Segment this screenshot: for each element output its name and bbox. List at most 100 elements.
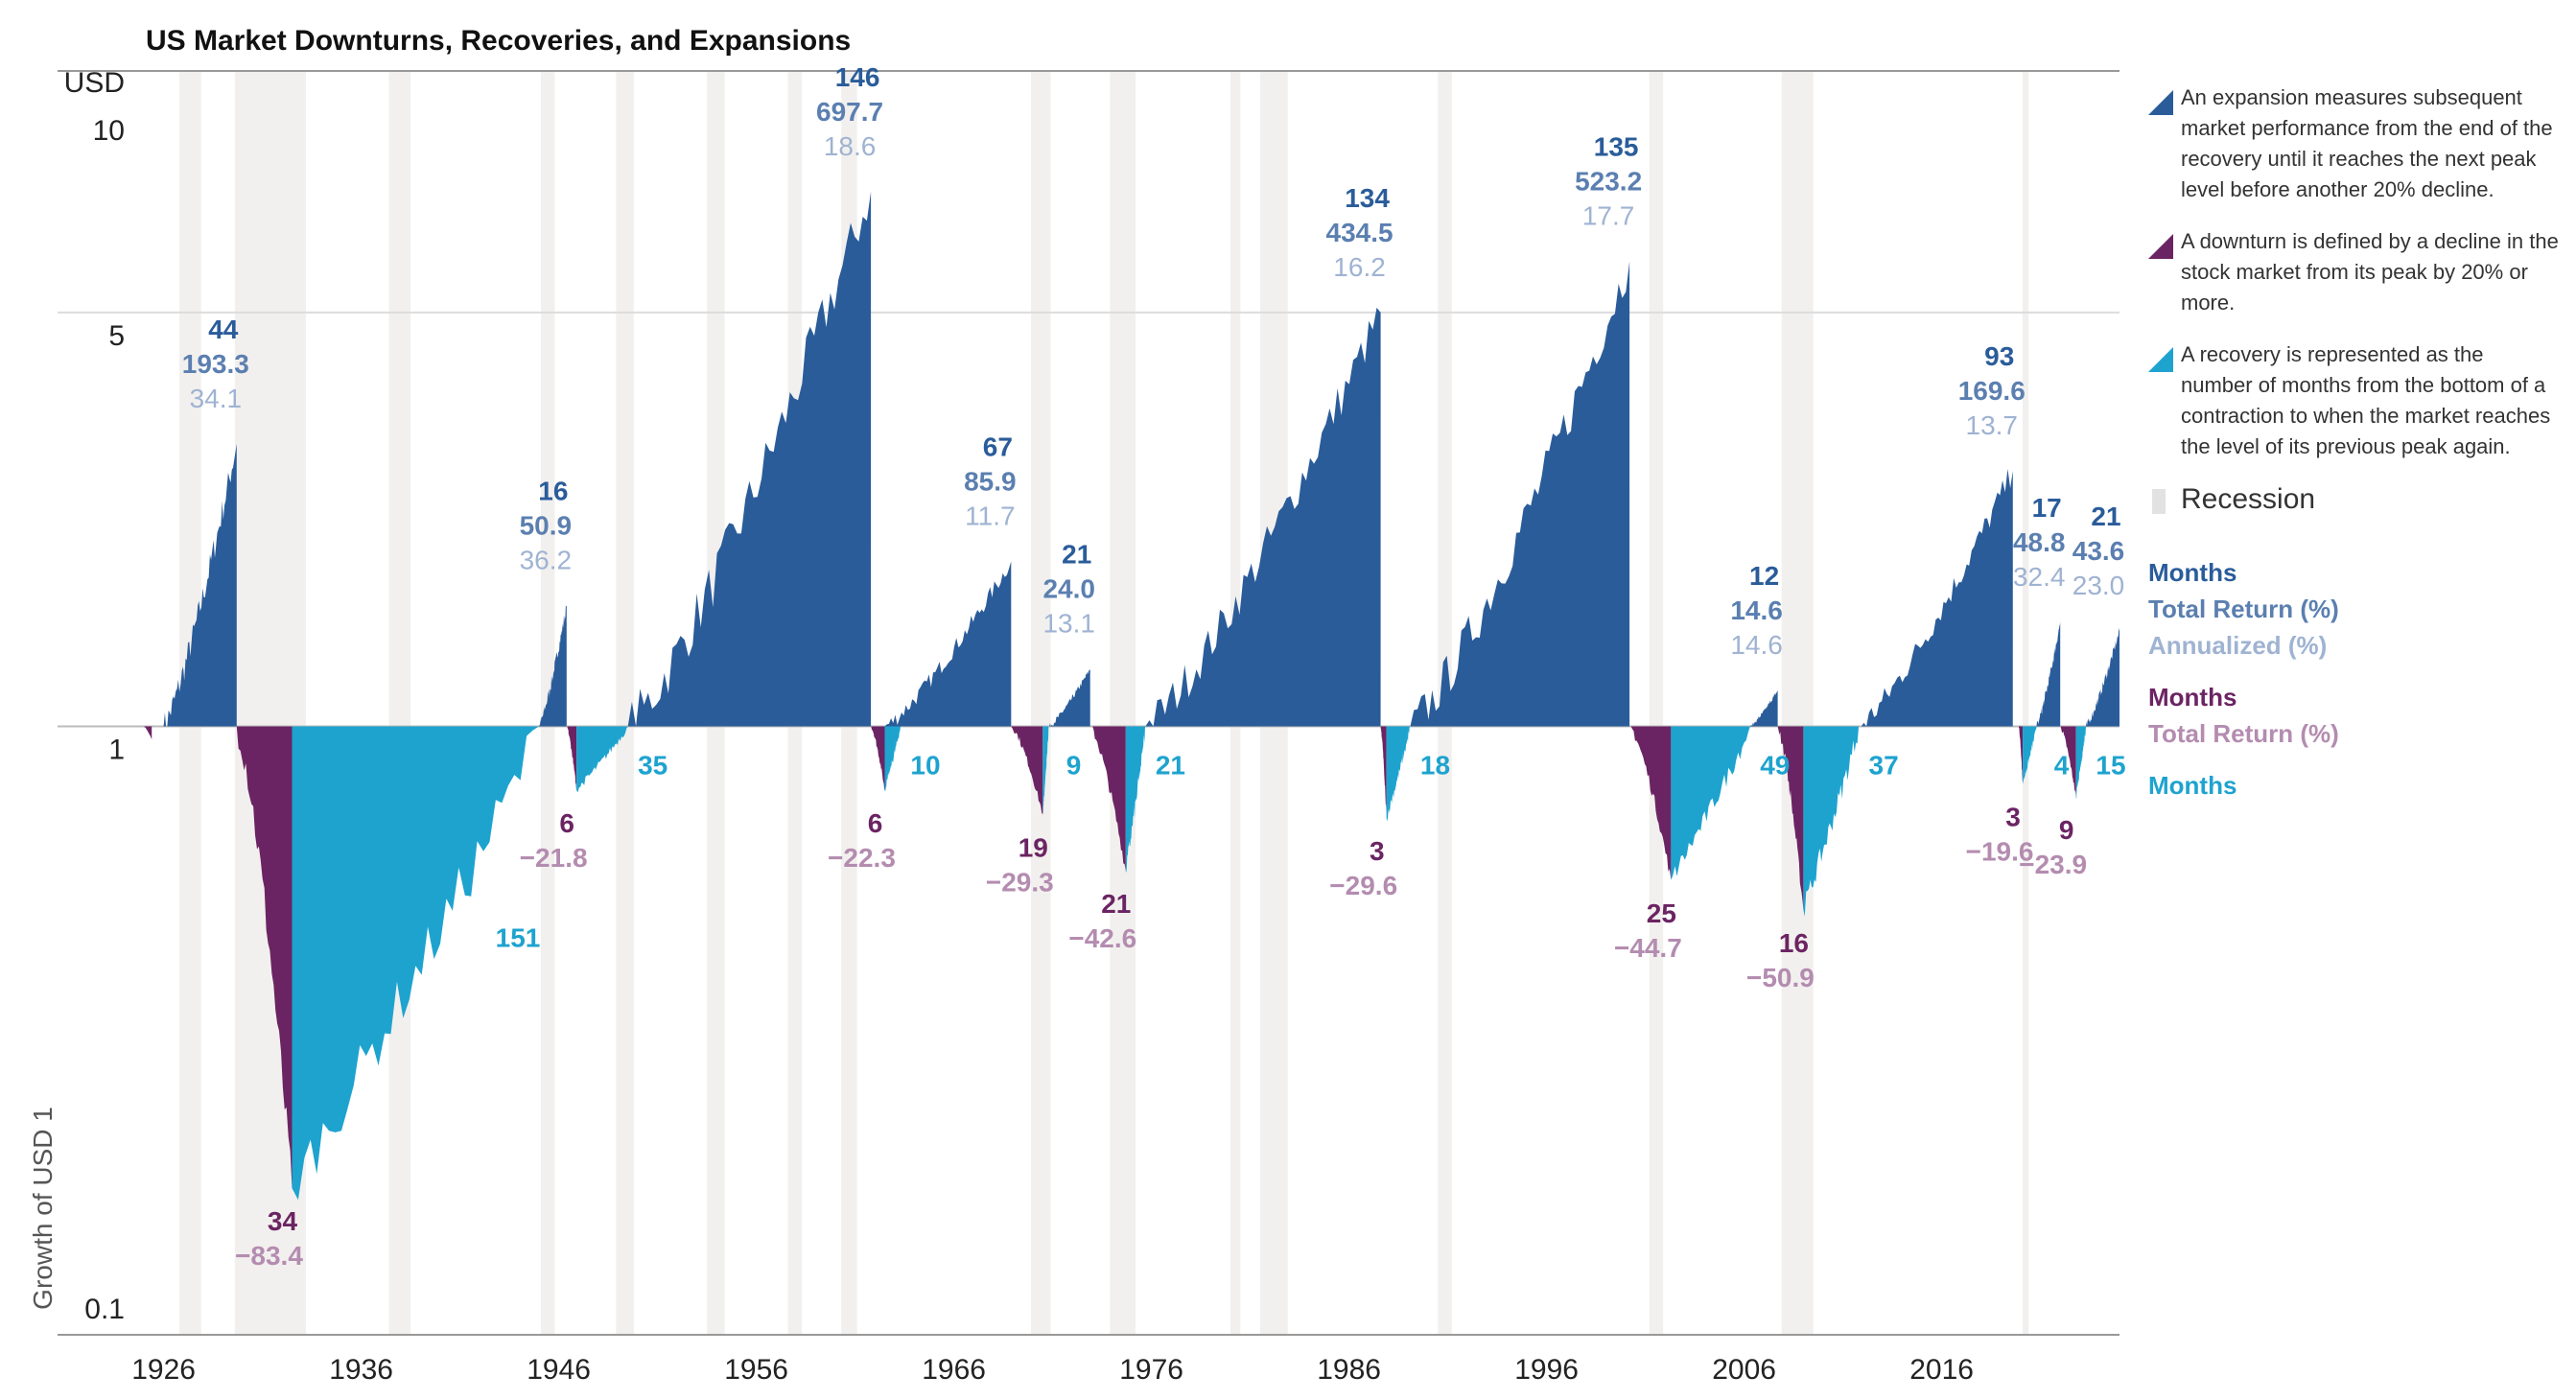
downturn-months-label: 3 xyxy=(1370,836,1385,866)
expansion-months-label: 93 xyxy=(1984,341,2014,371)
expansion-area xyxy=(884,561,1012,727)
expansion-return-label: 193.3 xyxy=(182,349,249,379)
x-tick-label: 2006 xyxy=(1712,1354,1776,1386)
legend-downturn: A downturn is defined by a decline in th… xyxy=(2148,226,2561,318)
recovery-months-label: 9 xyxy=(1066,751,1082,781)
y-tick-label: 10 xyxy=(93,115,125,147)
x-tick-label: 1986 xyxy=(1317,1354,1381,1386)
downturn-months-label: 3 xyxy=(2005,802,2021,831)
recovery-swatch-icon xyxy=(2148,347,2173,372)
expansion-area xyxy=(2036,621,2061,727)
recovery-area xyxy=(576,726,628,793)
expansion-area xyxy=(1145,307,1381,727)
downturn-return-label: −21.8 xyxy=(520,843,588,873)
downturn-months-label: 25 xyxy=(1647,898,1676,928)
recession-band xyxy=(1030,71,1051,1335)
expansion-annualized-label: 13.1 xyxy=(1042,609,1095,639)
expansion-annualized-label: 36.2 xyxy=(520,545,573,574)
downturn-months-label: 21 xyxy=(1101,889,1131,919)
recession-band xyxy=(2023,71,2029,1335)
expansion-annualized-label: 32.4 xyxy=(2013,562,2066,592)
downturn-return-label: −42.6 xyxy=(1068,923,1136,953)
expansion-area xyxy=(627,191,872,727)
downturn-months-label: 19 xyxy=(1019,832,1048,862)
x-tick-label: 1946 xyxy=(527,1354,591,1386)
legend-recovery: A recovery is represented as the number … xyxy=(2148,339,2561,462)
downturn-return-label: −22.3 xyxy=(828,843,896,873)
key-expansion-months: Months xyxy=(2148,558,2237,587)
x-tick-label: 1926 xyxy=(131,1354,196,1386)
expansion-months-label: 67 xyxy=(983,432,1013,461)
key-downturn-months: Months xyxy=(2148,683,2237,712)
recovery-area xyxy=(1125,726,1146,874)
y-tick-label: 5 xyxy=(108,320,125,352)
expansion-return-label: 85.9 xyxy=(964,466,1017,496)
expansion-area xyxy=(1410,261,1630,727)
recession-band xyxy=(1649,71,1664,1335)
downturn-area xyxy=(2018,726,2024,784)
y-tick-label: 1 xyxy=(108,735,125,766)
downturn-return-label: −50.9 xyxy=(1746,963,1815,992)
recovery-months-label: 35 xyxy=(638,751,667,781)
downturn-return-label: −83.4 xyxy=(235,1241,303,1271)
recovery-area xyxy=(1042,726,1049,815)
y-unit-label: USD xyxy=(64,67,125,99)
expansion-return-label: 169.6 xyxy=(1958,376,2026,406)
y-axis-title: Growth of USD 1 xyxy=(28,1107,58,1310)
downturn-area xyxy=(144,726,152,740)
downturn-area xyxy=(236,726,293,1189)
expansion-months-label: 21 xyxy=(2091,502,2120,531)
key-recovery-months: Months xyxy=(2148,771,2237,800)
recession-band xyxy=(1110,71,1136,1335)
expansion-swatch-icon xyxy=(2148,90,2173,115)
expansion-area xyxy=(1048,668,1090,727)
key-expansion-annualized: Annualized (%) xyxy=(2148,631,2328,660)
recession-bands xyxy=(179,71,2029,1335)
expansion-months-label: 134 xyxy=(1345,183,1390,213)
downturn-area xyxy=(1011,726,1043,815)
expansion-months-label: 16 xyxy=(538,476,568,505)
legend-recession-text: Recession xyxy=(2181,483,2316,515)
legend-expansion-text: An expansion measures subsequent market … xyxy=(2181,85,2553,201)
downturn-return-label: −23.9 xyxy=(2019,850,2087,879)
downturn-months-label: 6 xyxy=(559,808,574,838)
expansion-return-label: 24.0 xyxy=(1042,574,1095,604)
recovery-months-label: 49 xyxy=(1760,751,1790,781)
y-tick-label: 0.1 xyxy=(84,1294,125,1325)
expansion-return-label: 43.6 xyxy=(2073,536,2125,566)
recovery-months-label: 21 xyxy=(1156,751,1185,781)
legend-downturn-text: A downturn is defined by a decline in th… xyxy=(2181,229,2559,315)
recovery-area xyxy=(1386,726,1411,822)
expansion-months-label: 12 xyxy=(1749,561,1779,591)
recovery-months-label: 18 xyxy=(1420,751,1450,781)
chart-title: US Market Downturns, Recoveries, and Exp… xyxy=(146,25,852,57)
legend: An expansion measures subsequent market … xyxy=(2148,82,2561,804)
x-tick-label: 1996 xyxy=(1514,1354,1579,1386)
downturn-months-label: 6 xyxy=(868,808,883,838)
downturn-months-label: 34 xyxy=(268,1206,298,1236)
expansion-annualized-label: 16.2 xyxy=(1333,252,1386,282)
expansion-months-label: 17 xyxy=(2032,493,2062,523)
recovery-months-label: 37 xyxy=(1869,751,1899,781)
x-tick-label: 1966 xyxy=(922,1354,986,1386)
recovery-area xyxy=(884,726,901,791)
recession-swatch-icon xyxy=(2152,489,2166,514)
x-tick-label: 2016 xyxy=(1909,1354,1974,1386)
cycle-areas xyxy=(144,191,2119,1201)
expansion-annualized-label: 17.7 xyxy=(1582,201,1635,231)
expansion-annualized-label: 18.6 xyxy=(824,131,877,161)
downturn-area xyxy=(871,726,885,791)
x-tick-label: 1976 xyxy=(1119,1354,1183,1386)
expansion-annualized-label: 11.7 xyxy=(965,501,1015,530)
expansion-area xyxy=(539,605,567,727)
expansion-area xyxy=(1859,469,2013,727)
downturn-return-label: −29.3 xyxy=(986,867,1054,897)
recovery-months-label: 151 xyxy=(496,923,541,953)
expansion-return-label: 50.9 xyxy=(520,510,573,540)
downturn-return-label: −19.6 xyxy=(1966,836,2034,866)
cycle-labels: 151 35 10 9 21 18 49 37 4 15 44 193.3 34.1 16 50.9 36.2… xyxy=(182,62,2126,1271)
expansion-area xyxy=(163,443,237,727)
expansion-return-label: 48.8 xyxy=(2013,527,2066,557)
